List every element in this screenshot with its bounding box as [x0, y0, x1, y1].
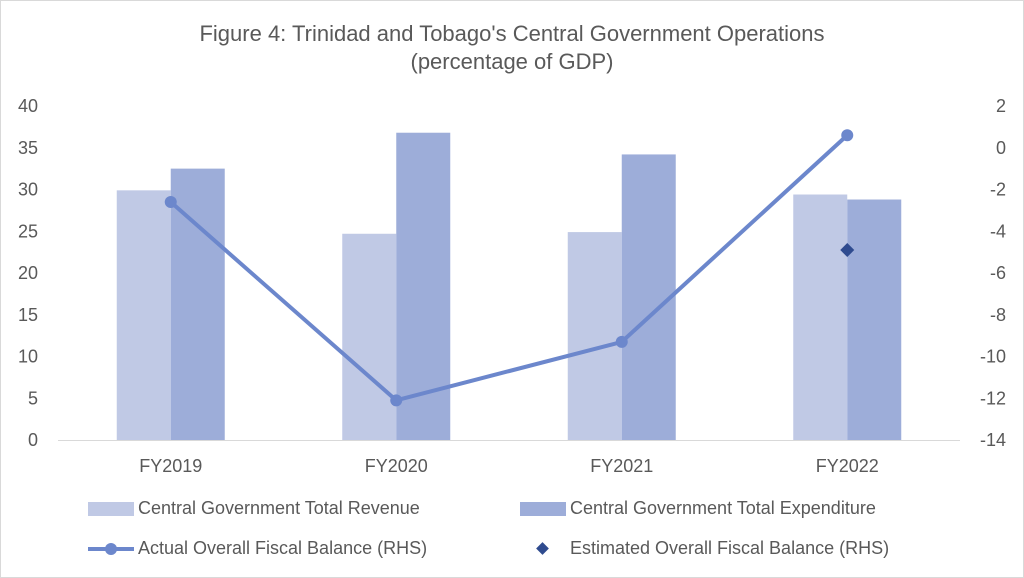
- chart-title-line-2: (percentage of GDP): [410, 49, 614, 74]
- y-right-tick-label: -12: [980, 388, 1006, 408]
- legend-label-revenue: Central Government Total Revenue: [138, 498, 420, 518]
- y-right-tick-label: 2: [996, 96, 1006, 116]
- bar-revenue: [342, 233, 397, 440]
- legend-swatch-actual-balance: [88, 542, 134, 556]
- y-right-tick-label: -6: [990, 263, 1006, 283]
- y-right-tick-label: -14: [980, 430, 1006, 450]
- point-estimated-balance: [840, 243, 855, 258]
- y-left-tick-label: 35: [18, 138, 38, 158]
- legend-label-actual-balance: Actual Overall Fiscal Balance (RHS): [138, 538, 428, 558]
- point-actual-balance: [615, 335, 628, 348]
- y-left-tick-label: 20: [18, 263, 38, 283]
- y-left-tick-label: 15: [18, 305, 38, 325]
- bar-revenue: [793, 194, 848, 440]
- chart-title: Figure 4: Trinidad and Tobago's Central …: [0, 20, 1024, 76]
- legend-swatch-revenue: [88, 501, 134, 516]
- bar-expenditure: [847, 199, 902, 440]
- y-left-tick-label: 30: [18, 180, 38, 200]
- legend-swatch-estimated-balance: [520, 542, 566, 556]
- point-actual-balance: [164, 196, 177, 209]
- chart-title-line-1: Figure 4: Trinidad and Tobago's Central …: [199, 21, 825, 46]
- x-tick-label: FY2019: [139, 456, 202, 476]
- bar-expenditure: [170, 168, 225, 440]
- bar-revenue: [116, 190, 171, 440]
- point-actual-balance: [841, 129, 854, 142]
- y-left-tick-label: 0: [28, 430, 38, 450]
- y-right-tick-label: -10: [980, 347, 1006, 367]
- point-actual-balance: [390, 394, 403, 407]
- legend-label-expenditure: Central Government Total Expenditure: [570, 498, 876, 518]
- legend-item-actual-balance: Actual Overall Fiscal Balance (RHS): [88, 538, 427, 559]
- y-right-tick-label: 0: [996, 138, 1006, 158]
- legend-item-expenditure: Central Government Total Expenditure: [520, 498, 876, 519]
- y-left-tick-label: 40: [18, 96, 38, 116]
- legend-label-estimated-balance: Estimated Overall Fiscal Balance (RHS): [570, 538, 890, 558]
- y-left-tick-label: 25: [18, 221, 38, 241]
- legend-item-estimated-balance: Estimated Overall Fiscal Balance (RHS): [520, 538, 889, 559]
- y-left-tick-label: 10: [18, 347, 38, 367]
- y-right-tick-label: -4: [990, 221, 1006, 241]
- legend-swatch-expenditure: [520, 501, 566, 516]
- y-right-tick-label: -8: [990, 305, 1006, 325]
- x-tick-label: FY2022: [816, 456, 879, 476]
- line-actual-balance: [169, 133, 849, 403]
- y-left-tick-label: 5: [28, 388, 38, 408]
- y-right-tick-label: -2: [990, 180, 1006, 200]
- legend-item-revenue: Central Government Total Revenue: [88, 498, 420, 519]
- x-tick-label: FY2021: [590, 456, 653, 476]
- bar-revenue: [567, 232, 622, 440]
- x-tick-label: FY2020: [365, 456, 428, 476]
- bar-expenditure: [621, 154, 676, 440]
